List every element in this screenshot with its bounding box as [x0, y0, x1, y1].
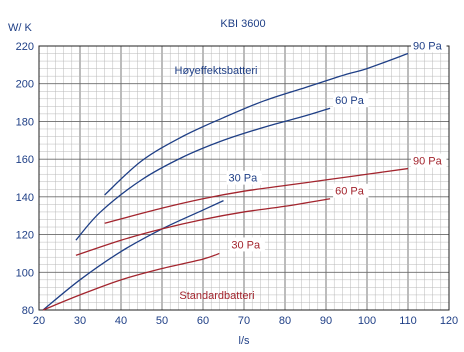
x-tick-label: 40: [115, 315, 127, 327]
y-tick-label: 180: [16, 116, 34, 128]
series: [42, 52, 409, 311]
annotation-high-group: Høyeffektsbatteri: [175, 65, 258, 77]
chart-title: KBI 3600: [220, 18, 265, 30]
x-tick-label: 90: [320, 315, 332, 327]
x-tick-label: 30: [74, 315, 86, 327]
series-label-standard-90-pa: 90 Pa: [413, 156, 443, 168]
curve-standard-60-pa: [75, 198, 331, 256]
x-tick-label: 50: [156, 315, 168, 327]
y-tick-label: 100: [16, 267, 34, 279]
curve-high-60-pa: [75, 107, 331, 241]
series-label-high-60-pa: 60 Pa: [335, 95, 365, 107]
x-tick-label: 60: [197, 315, 209, 327]
x-tick-label: 120: [440, 315, 458, 327]
y-tick-label: 140: [16, 192, 34, 204]
x-tick-label: 20: [33, 315, 45, 327]
series-label-bg: [229, 237, 265, 252]
series-label-standard-60-pa: 60 Pa: [335, 186, 365, 198]
y-tick-label: 80: [22, 305, 34, 317]
tick-labels: 20 30 40 50 60 70 80 90 100 110 120 80 100 120 140 160 1…: [16, 41, 459, 327]
x-tick-label: 100: [358, 315, 376, 327]
series-label-high-30-pa: 30 Pa: [229, 173, 259, 185]
series-label-bg: [333, 183, 369, 198]
x-tick-label: 80: [279, 315, 291, 327]
grid: [38, 45, 450, 311]
series-labels: 90 Pa 60 Pa 30 Pa 90 Pa 60 Pa 30 Pa: [226, 38, 447, 252]
y-axis-label: W/ K: [8, 22, 32, 34]
series-label-bg: [411, 38, 447, 53]
curve-standard-90-pa: [104, 167, 409, 224]
x-axis-label: l/s: [239, 335, 251, 347]
y-tick-label: 200: [16, 79, 34, 91]
series-label-bg: [333, 93, 369, 108]
y-tick-label: 120: [16, 230, 34, 242]
series-label-standard-30-pa: 30 Pa: [231, 239, 261, 251]
series-label-high-90-pa: 90 Pa: [413, 41, 443, 53]
series-label-bg: [411, 153, 447, 168]
x-tick-label: 110: [399, 315, 417, 327]
annotation-standard-group: Standardbatteri: [179, 290, 254, 302]
curve-high-30-pa: [42, 200, 224, 311]
plot-frame: [38, 45, 450, 311]
series-label-bg: [226, 170, 262, 185]
curve-standard-30-pa: [42, 252, 220, 311]
y-tick-label: 220: [16, 41, 34, 53]
y-tick-label: 160: [16, 154, 34, 166]
x-tick-label: 70: [238, 315, 250, 327]
curve-high-90-pa: [104, 52, 409, 196]
